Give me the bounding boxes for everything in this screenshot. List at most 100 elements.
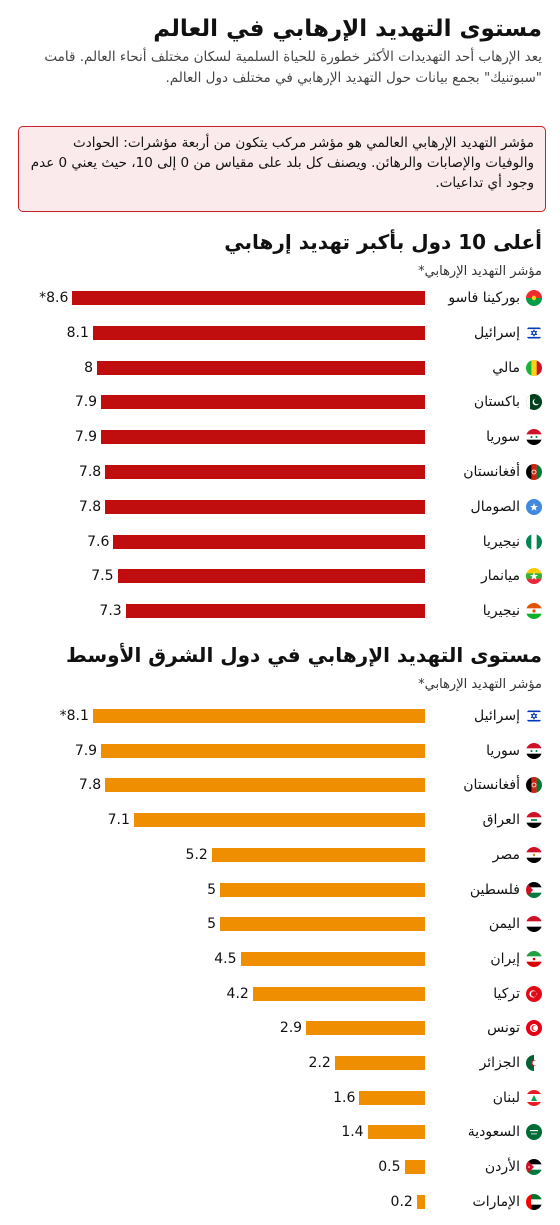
country-label: إيران bbox=[490, 950, 520, 967]
value-label: 7.5 bbox=[91, 568, 114, 585]
nigeria-flag-icon bbox=[526, 533, 542, 550]
pakistan-flag-icon bbox=[526, 394, 542, 411]
value-label: 7.1 bbox=[107, 812, 130, 829]
bar bbox=[105, 499, 425, 514]
middle-east-bar-row: لبنان 1.6 bbox=[0, 1083, 560, 1113]
country-label: تونس bbox=[487, 1020, 520, 1037]
country-label: فلسطين bbox=[469, 881, 520, 898]
uae-flag-icon bbox=[526, 1193, 542, 1210]
country-label: إسرائيل bbox=[474, 324, 520, 341]
top10-bar-row: الصومال 7.8 bbox=[0, 492, 560, 522]
burkina-faso-flag-icon bbox=[526, 290, 542, 306]
top10-axis-label: مؤشر التهديد الإرهابي* bbox=[418, 264, 542, 279]
value-label: 0.2 bbox=[390, 1193, 413, 1210]
turkey-flag-icon bbox=[526, 985, 542, 1002]
middle-east-bar-row: تونس 2.9 bbox=[0, 1013, 560, 1043]
bar bbox=[133, 813, 425, 828]
middle-east-bar-row: سوريا 7.9 bbox=[0, 736, 560, 766]
middle-east-bar-row: أفغانستان 7.8 bbox=[0, 770, 560, 800]
country-label: الإمارات bbox=[472, 1193, 520, 1210]
middle-east-bar-row: اليمن 5 bbox=[0, 909, 560, 939]
bar bbox=[367, 1125, 425, 1140]
bar bbox=[105, 778, 425, 793]
country-label: بوركينا فاسو bbox=[448, 290, 520, 306]
middle-east-chart-title: مستوى التهديد الإرهابي في دول الشرق الأو… bbox=[66, 643, 542, 667]
country-label: ميانمار bbox=[480, 568, 520, 585]
top10-bar-row: نيجيريا 7.3 bbox=[0, 596, 560, 626]
top10-bar-row: بوركينا فاسو *8.6 bbox=[0, 283, 560, 313]
middle-east-bar-row: الإمارات 0.2 bbox=[0, 1187, 560, 1217]
top10-bar-row: نيجيريا 7.6 bbox=[0, 527, 560, 557]
country-label: الأردن bbox=[484, 1159, 520, 1176]
value-label: 5 bbox=[207, 916, 216, 933]
page-title: مستوى التهديد الإرهابي في العالم bbox=[153, 16, 542, 42]
middle-east-bar-row: العراق 7.1 bbox=[0, 805, 560, 835]
country-label: العراق bbox=[482, 812, 520, 829]
middle-east-bar-row: إسرائيل *8.1 bbox=[0, 701, 560, 731]
country-label: تركيا bbox=[493, 985, 520, 1002]
israel-flag-icon bbox=[526, 708, 542, 724]
bar bbox=[306, 1021, 425, 1036]
myanmar-flag-icon bbox=[526, 568, 542, 585]
top10-bar-row: إسرائيل 8.1 bbox=[0, 318, 560, 348]
country-label: باكستان bbox=[473, 394, 520, 411]
page-subtitle: يعد الإرهاب أحد التهديدات الأكثر خطورة ل… bbox=[44, 49, 542, 86]
value-label: 0.5 bbox=[378, 1159, 401, 1176]
somalia-flag-icon bbox=[526, 498, 542, 515]
index-definition-note: مؤشر التهديد الإرهابي العالمي هو مؤشر مر… bbox=[18, 126, 546, 212]
country-label: مالي bbox=[492, 359, 520, 376]
afghanistan-flag-icon bbox=[526, 464, 542, 480]
yemen-flag-icon bbox=[526, 916, 542, 933]
country-label: لبنان bbox=[492, 1089, 520, 1106]
country-label: نيجيريا bbox=[482, 533, 520, 550]
value-label: 5.2 bbox=[185, 846, 208, 863]
bar bbox=[117, 569, 425, 584]
country-label: نيجيريا bbox=[482, 603, 520, 620]
value-label: 7.8 bbox=[78, 498, 102, 515]
bar bbox=[92, 709, 425, 723]
value-label: 1.6 bbox=[333, 1089, 356, 1106]
value-label: 1.4 bbox=[341, 1124, 364, 1141]
bar bbox=[101, 395, 425, 410]
bar bbox=[359, 1090, 425, 1105]
saudi-arabia-flag-icon bbox=[526, 1124, 542, 1141]
country-label: أفغانستان bbox=[463, 777, 520, 794]
bar bbox=[101, 430, 425, 445]
top10-bar-row: سوريا 7.9 bbox=[0, 422, 560, 452]
value-label: 7.9 bbox=[74, 394, 98, 411]
value-label: 8 bbox=[84, 359, 93, 376]
top10-bar-row: مالي 8 bbox=[0, 353, 560, 383]
bar bbox=[105, 465, 425, 479]
tunisia-flag-icon bbox=[526, 1020, 542, 1037]
country-label: الصومال bbox=[470, 498, 520, 515]
middle-east-axis-label: مؤشر التهديد الإرهابي* bbox=[418, 677, 542, 692]
afghanistan-flag-icon bbox=[526, 777, 542, 794]
bar bbox=[240, 951, 425, 966]
mali-flag-icon bbox=[526, 359, 542, 376]
niger-flag-icon bbox=[526, 603, 542, 620]
country-label: اليمن bbox=[488, 916, 520, 933]
syria-flag-icon bbox=[526, 742, 542, 759]
bar bbox=[101, 743, 425, 758]
bar bbox=[252, 986, 425, 1001]
lebanon-flag-icon bbox=[526, 1089, 542, 1106]
value-label: *8.1 bbox=[59, 708, 89, 724]
bar bbox=[404, 1160, 425, 1175]
value-label: 5 bbox=[207, 881, 216, 898]
country-label: مصر bbox=[492, 846, 520, 863]
jordan-flag-icon bbox=[526, 1159, 542, 1176]
bar bbox=[72, 291, 425, 305]
value-label: 4.2 bbox=[226, 985, 249, 1002]
value-label: 4.5 bbox=[214, 950, 237, 967]
bar bbox=[220, 882, 425, 897]
bar bbox=[334, 1056, 425, 1070]
middle-east-bar-row: إيران 4.5 bbox=[0, 944, 560, 974]
egypt-flag-icon bbox=[526, 846, 542, 863]
value-label: 7.9 bbox=[74, 742, 98, 759]
value-label: 7.3 bbox=[99, 603, 122, 620]
bar bbox=[92, 325, 425, 340]
bar bbox=[211, 847, 425, 862]
top10-chart-title: أعلى 10 دول بأكبر تهديد إرهابي bbox=[224, 230, 542, 254]
value-label: *8.6 bbox=[39, 290, 69, 306]
